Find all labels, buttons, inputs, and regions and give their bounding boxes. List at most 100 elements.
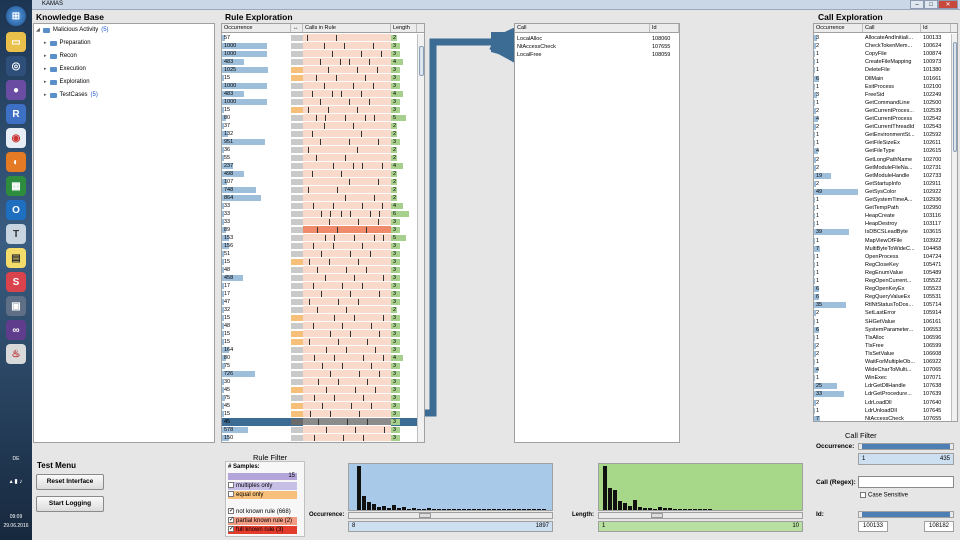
case-sensitive-checkbox[interactable]: Case Sensitive xyxy=(860,492,908,499)
rule-row[interactable]: 864 2 xyxy=(222,194,417,202)
call-row[interactable]: 1 ExitProcess 102100 xyxy=(814,83,951,91)
multiples-checkbox[interactable] xyxy=(228,482,234,489)
rule-row[interactable]: 132 2 xyxy=(222,130,417,138)
rule-row[interactable]: 1000 3 xyxy=(222,50,417,58)
call-regex-input[interactable] xyxy=(858,476,954,488)
window-titlebar[interactable]: KAMAS – □ ✕ xyxy=(32,0,960,10)
rule-row[interactable]: 57 2 xyxy=(222,34,417,42)
occurrence-slider[interactable] xyxy=(348,512,553,519)
rule-row[interactable]: 75 3 xyxy=(222,362,417,370)
not-known-option[interactable]: not known rule (668) xyxy=(228,508,297,516)
call-row[interactable]: 1 RegEnumValue 105489 xyxy=(814,269,951,277)
call-row[interactable]: 2 LdrLoadDll 107640 xyxy=(814,399,951,407)
rule-row[interactable]: 80 4 xyxy=(222,354,417,362)
editor-icon[interactable]: ▣ xyxy=(6,296,26,316)
tree-item[interactable]: ▸ Execution xyxy=(44,66,86,72)
rule-row[interactable]: 748 2 xyxy=(222,186,417,194)
call-row[interactable]: 1 DeleteFile 101380 xyxy=(814,66,951,74)
rule-row[interactable]: 107 2 xyxy=(222,178,417,186)
rule-row[interactable]: 48 3 xyxy=(222,266,417,274)
tree-root[interactable]: ◢ Malicious Activity (5) xyxy=(36,27,109,33)
rule-row[interactable]: 51 3 xyxy=(222,250,417,258)
expand-icon[interactable]: ▸ xyxy=(44,40,47,46)
col-length[interactable]: Length xyxy=(391,24,417,32)
rule-row[interactable]: 15 3 xyxy=(222,330,417,338)
folder-icon[interactable]: ▭ xyxy=(6,32,26,52)
rule-row[interactable]: 164 3 xyxy=(222,346,417,354)
call-row[interactable]: 1 CopyFile 100874 xyxy=(814,50,951,58)
rule-row[interactable]: 33 6 xyxy=(222,210,417,218)
chrome-icon[interactable]: ◉ xyxy=(6,128,26,148)
tex-icon[interactable]: T xyxy=(6,224,26,244)
rule-row[interactable]: 55 2 xyxy=(222,154,417,162)
rule-row[interactable]: 45 3 xyxy=(222,386,417,394)
partial-known-checkbox[interactable] xyxy=(228,517,234,524)
call-row[interactable]: 1 WinExec 107071 xyxy=(814,374,951,382)
rule-row[interactable]: 33 4 xyxy=(222,202,417,210)
call-id-max[interactable]: 108182 xyxy=(924,521,954,532)
call-row[interactable]: 6 DllMain 101661 xyxy=(814,75,951,83)
rule-row[interactable]: 32 2 xyxy=(222,306,417,314)
call-occ-values[interactable]: 1 435 xyxy=(858,453,954,465)
minimize-button[interactable]: – xyxy=(910,0,924,9)
call-row[interactable]: 4 WideCharToMulti... 107065 xyxy=(814,366,951,374)
occurrence-histogram[interactable] xyxy=(348,463,553,511)
call-row[interactable]: 1 GetCommandLine 102500 xyxy=(814,99,951,107)
call-id-min[interactable]: 100133 xyxy=(858,521,888,532)
call-row[interactable]: 1 GetTempPath 102950 xyxy=(814,204,951,212)
call-row[interactable]: 1 GetSystemTimeA... 102936 xyxy=(814,196,951,204)
clock-time[interactable]: 09:09 xyxy=(9,514,23,520)
call-scrollbar[interactable] xyxy=(951,34,957,421)
call-row[interactable]: 1 OpenProcess 104724 xyxy=(814,253,951,261)
col-calls-in-rule[interactable]: Calls in Rule xyxy=(303,24,391,32)
expand-icon[interactable]: ▸ xyxy=(44,53,47,59)
rule-row[interactable]: 498 2 xyxy=(222,170,417,178)
call-occurrence-slider[interactable] xyxy=(858,443,954,450)
call-row[interactable]: 1 TlsAlloc 106596 xyxy=(814,334,951,342)
len-range-values[interactable]: 1 10 xyxy=(598,521,803,532)
network-icon[interactable]: R xyxy=(6,104,26,124)
call-row[interactable]: 39 IsDBCSLeadByte 103615 xyxy=(814,228,951,236)
rule-row[interactable]: 15 3 xyxy=(222,338,417,346)
rule-row[interactable]: 15 3 xyxy=(222,74,417,82)
col-call-id[interactable]: Id xyxy=(921,24,951,32)
partial-known-option[interactable]: partial known rule (2) xyxy=(228,517,297,525)
call-row[interactable]: 1 HeapDestroy 103117 xyxy=(814,220,951,228)
not-known-checkbox[interactable] xyxy=(228,508,234,515)
rule-row[interactable]: 15 3 xyxy=(222,314,417,322)
visual-studio-icon[interactable]: ∞ xyxy=(6,320,26,340)
call-row[interactable]: 2 SetLastError 105914 xyxy=(814,309,951,317)
call-row[interactable]: 1 CreateFileMapping 100973 xyxy=(814,58,951,66)
rule-row[interactable]: 30 3 xyxy=(222,378,417,386)
rule-row[interactable]: 15 3 xyxy=(222,410,417,418)
call-row[interactable]: 1 GetFileSizeEx 102611 xyxy=(814,139,951,147)
length-slider[interactable] xyxy=(598,512,803,519)
len-slider-thumb[interactable] xyxy=(651,513,663,518)
call-row[interactable]: 3 FreeSid 102249 xyxy=(814,91,951,99)
reset-interface-button[interactable]: Reset Interface xyxy=(36,474,104,490)
call-row[interactable]: 49 GetSysColor 102922 xyxy=(814,188,951,196)
call-row[interactable]: 1 MapViewOfFile 103922 xyxy=(814,237,951,245)
call-row[interactable]: 4 GetFileType 102615 xyxy=(814,147,951,155)
media-icon[interactable]: ● xyxy=(6,80,26,100)
rule-row[interactable]: 1000 3 xyxy=(222,42,417,50)
call-row[interactable]: 1 HeapCreate 103116 xyxy=(814,212,951,220)
rule-row[interactable]: 45 3 xyxy=(222,402,417,410)
expand-icon[interactable]: ▸ xyxy=(44,79,47,85)
col-call-occurrence[interactable]: Occurrence xyxy=(814,24,863,32)
selected-call-row[interactable]: LocalAlloc 108060 xyxy=(515,35,679,43)
call-row[interactable]: 6 SystemParameter... 106553 xyxy=(814,326,951,334)
app-s-icon[interactable]: S xyxy=(6,272,26,292)
java-icon[interactable]: ♨ xyxy=(6,344,26,364)
collapse-icon[interactable]: ◢ xyxy=(36,27,40,33)
outlook-icon[interactable]: O xyxy=(6,200,26,220)
rule-row[interactable]: 15 3 xyxy=(222,258,417,266)
rule-row[interactable]: 37 2 xyxy=(222,122,417,130)
col-call[interactable]: Call xyxy=(515,24,650,32)
notes-icon[interactable]: ▤ xyxy=(6,248,26,268)
col-arrows[interactable]: ↔ xyxy=(291,24,303,32)
tree-item[interactable]: ▸ Preparation xyxy=(44,40,91,46)
expand-icon[interactable]: ▸ xyxy=(44,66,47,72)
call-row[interactable]: 4 GetCurrentProcess 102542 xyxy=(814,115,951,123)
rule-row[interactable]: 89 3 xyxy=(222,226,417,234)
